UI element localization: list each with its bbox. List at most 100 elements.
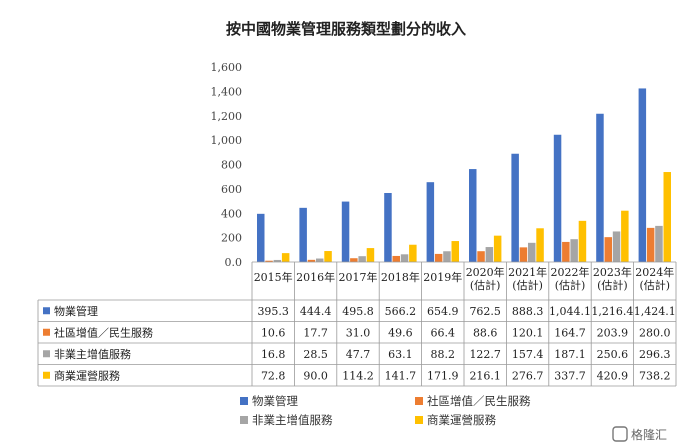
- bar-series-1-category-2: [350, 258, 358, 262]
- bar-series-1-category-1: [307, 259, 316, 262]
- bar-series-0-category-4: [426, 182, 435, 262]
- bar-series-1-category-0: [265, 260, 273, 262]
- bar-series-0-category-8: [596, 113, 604, 262]
- data-label: 66.4: [431, 326, 456, 339]
- bar-series-1-category-5: [477, 251, 485, 262]
- data-label: 296.3: [639, 348, 671, 361]
- bar-series-0-category-5: [469, 169, 477, 262]
- data-label: 122.7: [469, 348, 501, 361]
- legend-swatch-3: [415, 416, 423, 424]
- data-label: 654.9: [427, 305, 459, 318]
- bar-series-2-category-6: [528, 242, 536, 262]
- category-label: 2022年: [551, 265, 590, 279]
- bar-series-3-category-6: [536, 228, 544, 262]
- data-label: 566.2: [385, 305, 417, 318]
- bar-series-1-category-4: [434, 253, 443, 262]
- data-label: 762.5: [469, 305, 501, 318]
- table-row-label: 非業主增值服務: [54, 347, 131, 361]
- table-row-label: 物業管理: [54, 304, 98, 318]
- category-label: 2021年: [508, 265, 547, 279]
- bar-series-2-category-5: [485, 247, 494, 262]
- bar-series-0-category-0: [257, 213, 265, 262]
- data-label: 72.8: [261, 369, 286, 382]
- data-label: 280.0: [639, 326, 671, 339]
- bar-series-0-category-9: [638, 88, 647, 263]
- data-label: 114.2: [342, 369, 374, 382]
- data-label: 63.1: [388, 348, 413, 361]
- data-label: 164.7: [554, 326, 586, 339]
- data-label: 120.1: [512, 326, 544, 339]
- table-row-key-3: [43, 371, 50, 379]
- y-tick-label: 800: [221, 159, 242, 172]
- data-label: 1,216.4: [591, 305, 633, 318]
- bar-series-1-category-3: [392, 255, 400, 262]
- bar-series-3-category-1: [324, 251, 332, 262]
- category-label: (估計): [470, 278, 501, 292]
- bars: [257, 88, 671, 263]
- table-row-key-2: [43, 350, 50, 358]
- legend-swatch-2: [240, 416, 248, 424]
- legend-label: 社區增值／民生服務: [427, 394, 531, 408]
- category-label: 2017年: [339, 270, 378, 284]
- bar-series-2-category-8: [612, 231, 621, 262]
- data-table: 2015年 2016年 2017年 2018年 2019年 2020年(估計)2021年(…: [37, 261, 677, 387]
- category-label: 2018年: [381, 270, 420, 284]
- bar-series-3-category-9: [663, 172, 671, 262]
- legend-label: 物業管理: [252, 394, 298, 408]
- table-row-label: 社區增值／民生服務: [54, 325, 153, 339]
- data-label: 250.6: [597, 348, 629, 361]
- bar-series-0-category-6: [511, 153, 519, 262]
- category-label: (估計): [597, 278, 628, 292]
- bar-series-0-category-7: [553, 134, 562, 262]
- data-label: 88.6: [473, 326, 498, 339]
- bar-series-3-category-0: [281, 253, 290, 262]
- data-label: 888.3: [512, 305, 544, 318]
- category-label: 2016年: [296, 270, 335, 284]
- category-label: (估計): [640, 278, 671, 292]
- category-label: 2015年: [254, 270, 293, 284]
- category-label: 2020年: [466, 265, 505, 279]
- table-row-label: 商業運營服務: [54, 368, 120, 382]
- bar-series-2-category-7: [570, 239, 578, 262]
- bar-series-1-category-8: [604, 237, 612, 262]
- bar-series-0-category-2: [341, 201, 350, 262]
- data-label: 88.2: [431, 348, 456, 361]
- bar-series-0-category-3: [384, 192, 392, 262]
- bar-series-2-category-0: [273, 259, 282, 262]
- bar-series-3-category-8: [621, 210, 629, 262]
- bar-series-3-category-2: [366, 248, 375, 262]
- y-tick-label: 0.0: [225, 256, 243, 269]
- data-label: 444.4: [300, 305, 332, 318]
- category-label: 2019年: [423, 270, 462, 284]
- bar-series-2-category-4: [443, 251, 451, 262]
- data-label: 420.9: [597, 369, 629, 382]
- bar-series-2-category-2: [358, 256, 366, 262]
- watermark: 格隆汇: [612, 426, 667, 442]
- bar-series-3-category-7: [578, 220, 587, 262]
- data-label: 49.6: [388, 326, 413, 339]
- table-row-key-1: [43, 328, 50, 336]
- data-label: 171.9: [427, 369, 459, 382]
- data-label: 157.4: [512, 348, 544, 361]
- data-label: 276.7: [512, 369, 544, 382]
- bar-series-3-category-3: [409, 244, 417, 262]
- category-label: 2023年: [593, 265, 632, 279]
- bar-series-2-category-1: [316, 258, 324, 262]
- bar-series-3-category-5: [493, 235, 502, 262]
- y-axis: 0.0 200 400 600 800 1,000 1,200 1,400 1,600: [211, 61, 243, 269]
- data-label: 31.0: [346, 326, 371, 339]
- bar-series-3-category-4: [451, 241, 459, 262]
- data-label: 203.9: [597, 326, 629, 339]
- data-label: 216.1: [469, 369, 501, 382]
- y-tick-label: 200: [221, 232, 242, 245]
- y-tick-label: 600: [221, 183, 242, 196]
- chart-title: 按中國物業管理服務類型劃分的收入: [226, 20, 466, 38]
- data-label: 395.3: [257, 305, 289, 318]
- legend-swatch-1: [415, 397, 423, 405]
- y-tick-label: 1,600: [211, 61, 243, 74]
- watermark-logo-icon: [612, 426, 628, 442]
- data-label: 10.6: [261, 326, 286, 339]
- y-tick-label: 1,400: [211, 85, 243, 98]
